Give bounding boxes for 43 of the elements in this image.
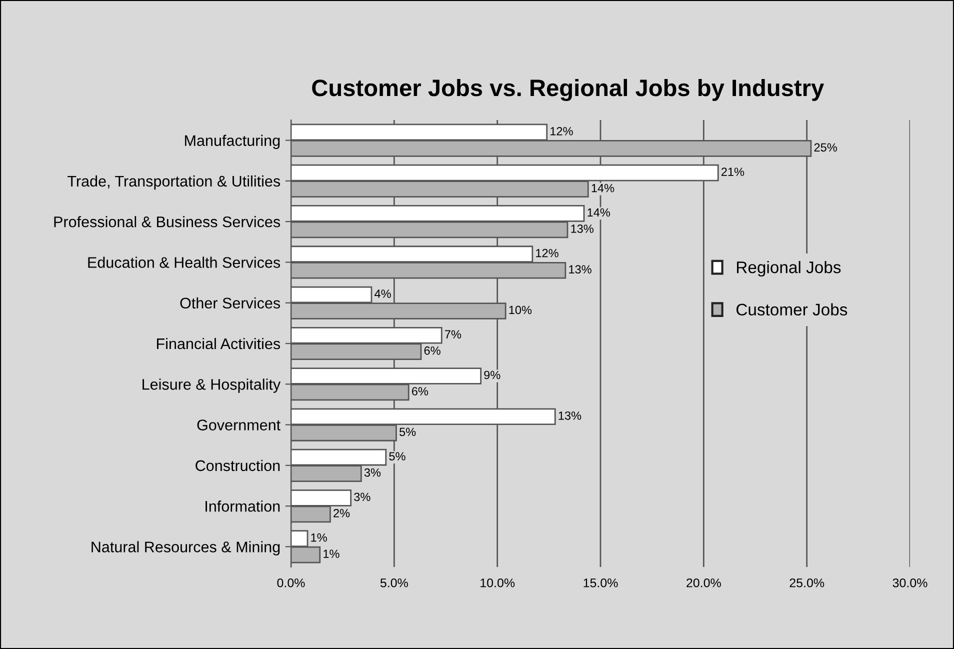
legend-label: Customer Jobs [736, 303, 848, 316]
data-label: 3% [364, 468, 381, 477]
x-tick-label: 25.0% [790, 578, 824, 588]
data-label: 6% [412, 387, 428, 396]
data-label: 13% [558, 411, 582, 420]
x-tick-label: 30.0% [892, 578, 928, 588]
data-label: 5% [399, 428, 416, 436]
x-tick-label: 20.0% [686, 578, 721, 588]
data-label: 13% [571, 224, 594, 233]
data-label: 3% [354, 492, 370, 502]
legend-label: Regional Jobs [737, 260, 841, 277]
data-label: 21% [721, 168, 744, 176]
x-tick-label: 15.0% [584, 578, 618, 588]
data-label: 9% [484, 370, 500, 380]
data-label: 10% [509, 306, 532, 314]
y-tick-label: Other Services [180, 297, 280, 309]
data-label: 2% [334, 508, 350, 518]
data-label: 12% [550, 127, 573, 136]
data-label: 13% [569, 265, 592, 274]
data-label: 25% [814, 143, 837, 152]
data-label: 12% [536, 248, 558, 258]
y-tick-label: Government [197, 420, 280, 430]
data-label: 14% [588, 208, 610, 217]
y-tick-label: Leisure & Hospitality [142, 378, 281, 393]
y-tick-label: Financial Activities [157, 338, 280, 350]
data-label: 7% [445, 330, 462, 338]
x-tick-label: 0.0% [277, 578, 305, 588]
x-tick-label: 10.0% [480, 578, 515, 588]
y-tick-label: Professional & Business Services [54, 216, 280, 228]
chart-title: Customer Jobs vs. Regional Jobs by Industry [312, 78, 824, 102]
y-tick-label: Education & Health Services [88, 256, 280, 268]
data-label: 1% [324, 550, 340, 558]
data-label: 4% [374, 290, 391, 298]
y-tick-label: Natural Resources & Mining [92, 541, 280, 556]
x-tick-label: 5.0% [380, 578, 408, 588]
data-label: 14% [592, 184, 614, 192]
y-tick-label: Manufacturing [185, 134, 280, 150]
y-tick-label: Trade, Transportation & Utilities [68, 175, 280, 190]
data-label: 6% [424, 346, 440, 355]
data-label: 5% [389, 452, 406, 460]
y-tick-label: Information [206, 500, 280, 512]
data-label: 1% [311, 533, 327, 542]
y-tick-label: Construction [196, 460, 280, 472]
